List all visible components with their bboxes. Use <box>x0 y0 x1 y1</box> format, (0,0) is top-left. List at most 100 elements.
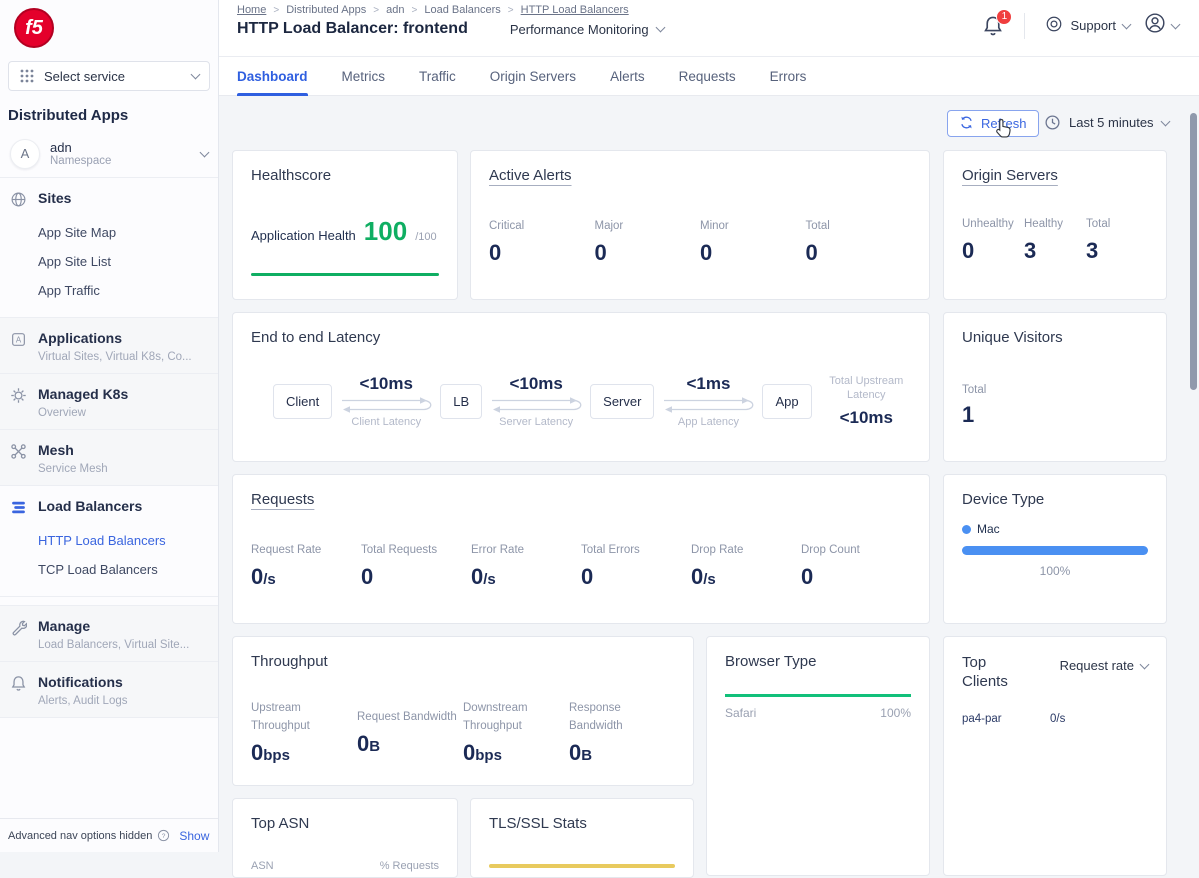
top-clients-sort-dropdown[interactable]: Request rate <box>1060 658 1148 673</box>
requests-link[interactable]: Requests <box>251 491 911 508</box>
active-alerts-link[interactable]: Active Alerts <box>489 167 911 184</box>
tab-traffic[interactable]: Traffic <box>419 57 456 95</box>
breadcrumb-distributed-apps[interactable]: Distributed Apps <box>286 4 366 16</box>
breadcrumb: Home > Distributed Apps > adn > Load Bal… <box>237 4 629 16</box>
breadcrumb-home[interactable]: Home <box>237 4 266 16</box>
nav-sublabel: Alerts, Audit Logs <box>38 695 128 707</box>
throughput-card: Throughput Upstream Throughput 0bps Requ… <box>232 636 694 786</box>
nav-label: Managed K8s <box>38 386 128 402</box>
device-type-percent: 100% <box>962 564 1148 578</box>
tls-ssl-stats-card: TLS/SSL Stats <box>470 798 694 878</box>
stat-total: Total 0 <box>806 220 912 266</box>
nav-group-load-balancers: Load Balancers HTTP Load Balancers TCP L… <box>0 486 218 597</box>
tab-origin-servers[interactable]: Origin Servers <box>490 57 576 95</box>
breadcrumb-http-load-balancers[interactable]: HTTP Load Balancers <box>521 4 629 16</box>
sidebar-item-tcp-load-balancers[interactable]: TCP Load Balancers <box>38 555 210 584</box>
stat-total-requests: Total Requests 0 <box>361 544 471 590</box>
divider <box>1024 13 1025 39</box>
top-asn-card: Top ASN ASN % Requests <box>232 798 458 878</box>
healthscore-card: Healthscore Application Health 100 /100 <box>232 150 458 300</box>
nav-label: Applications <box>38 330 122 346</box>
latency-node-server: Server <box>590 384 654 419</box>
sidebar-item-managed-k8s[interactable]: Managed K8s Overview <box>10 386 210 419</box>
unique-visitors-value: 1 <box>962 402 1148 428</box>
notification-badge: 1 <box>996 9 1012 25</box>
sidebar-item-manage[interactable]: Manage Load Balancers, Virtual Site... <box>10 618 210 651</box>
svg-text:?: ? <box>162 833 166 840</box>
support-menu[interactable]: Support <box>1045 15 1130 36</box>
stat-downstream-throughput: Downstream Throughput 0bps <box>463 698 569 766</box>
refresh-button[interactable]: Refresh <box>947 110 1039 137</box>
stat-minor: Minor 0 <box>700 220 806 266</box>
nav-sublabel: Load Balancers, Virtual Site... <box>38 639 189 651</box>
top-clients-row: pa4-par 0/s <box>962 713 1148 725</box>
sidebar-item-notifications[interactable]: Notifications Alerts, Audit Logs <box>10 674 210 707</box>
tab-requests[interactable]: Requests <box>679 57 736 95</box>
stat-healthy: Healthy 3 <box>1024 218 1086 264</box>
sidebar: f5 Select service Distributed Apps A adn… <box>0 0 219 852</box>
tab-alerts[interactable]: Alerts <box>610 57 645 95</box>
latency-hop-server: <10ms Server Latency <box>482 374 590 428</box>
stat-major: Major 0 <box>595 220 701 266</box>
sidebar-item-app-site-map[interactable]: App Site Map <box>38 218 210 247</box>
nav-group-manage: Manage Load Balancers, Virtual Site... <box>0 605 218 662</box>
time-range-selector[interactable]: Last 5 minutes <box>1044 114 1169 131</box>
user-avatar-icon <box>1144 12 1166 39</box>
origin-servers-link[interactable]: Origin Servers <box>962 167 1148 184</box>
latency-hop-app: <1ms App Latency <box>654 374 762 428</box>
f5-logo: f5 <box>14 8 54 48</box>
namespace-type: Namespace <box>50 155 111 167</box>
legend-dot-mac <box>962 525 971 534</box>
breadcrumb-load-balancers[interactable]: Load Balancers <box>424 4 500 16</box>
help-circle-icon: ? <box>157 829 170 842</box>
nav-group-notifications: Notifications Alerts, Audit Logs <box>0 662 218 718</box>
sidebar-item-sites[interactable]: Sites <box>10 190 210 208</box>
total-upstream-latency: Total Upstream Latency <10ms <box>822 374 911 428</box>
sidebar-item-http-load-balancers[interactable]: HTTP Load Balancers <box>38 526 210 555</box>
vertical-scrollbar[interactable] <box>1190 113 1197 390</box>
namespace-selector[interactable]: A adn Namespace <box>0 130 218 178</box>
nav-group-applications: A Applications Virtual Sites, Virtual K8… <box>0 318 218 374</box>
browser-type-bar-safari <box>725 694 911 697</box>
mouse-cursor <box>995 118 1014 139</box>
sidebar-item-mesh[interactable]: Mesh Service Mesh <box>10 442 210 475</box>
device-type-card: Device Type Mac 100% <box>943 474 1167 624</box>
dashboard-content: Refresh Last 5 minutes Healthscore Appli… <box>219 96 1199 852</box>
account-menu[interactable] <box>1144 12 1179 39</box>
stat-error-rate: Error Rate 0/s <box>471 544 581 590</box>
tab-dashboard[interactable]: Dashboard <box>237 57 308 95</box>
stat-upstream-throughput: Upstream Throughput 0bps <box>251 698 357 766</box>
lifebuoy-icon <box>1045 15 1063 36</box>
wrench-icon <box>10 619 27 636</box>
sidebar-item-applications[interactable]: A Applications Virtual Sites, Virtual K8… <box>10 330 210 363</box>
mesh-icon <box>10 443 27 460</box>
namespace-avatar: A <box>10 139 40 169</box>
sidebar-item-app-site-list[interactable]: App Site List <box>38 247 210 276</box>
select-service-dropdown[interactable]: Select service <box>8 61 210 91</box>
nav-label: Load Balancers <box>38 498 142 514</box>
healthscore-value: 100 <box>364 216 407 247</box>
stat-drop-count: Drop Count 0 <box>801 544 911 590</box>
top-header: Home > Distributed Apps > adn > Load Bal… <box>219 0 1199 57</box>
nav-label: Mesh <box>38 442 74 458</box>
nav-group-sites: Sites App Site Map App Site List App Tra… <box>0 178 218 318</box>
breadcrumb-adn[interactable]: adn <box>386 4 404 16</box>
bell-icon <box>10 675 27 692</box>
requests-card: Requests Request Rate 0/s Total Requests… <box>232 474 930 624</box>
stat-critical: Critical 0 <box>489 220 595 266</box>
monitoring-selector[interactable]: Performance Monitoring <box>510 22 664 37</box>
clock-icon <box>1044 114 1061 131</box>
applications-icon: A <box>10 331 27 348</box>
tab-metrics[interactable]: Metrics <box>342 57 386 95</box>
client-name: pa4-par <box>962 713 1050 725</box>
show-advanced-nav-link[interactable]: Show <box>179 829 209 843</box>
sidebar-item-app-traffic[interactable]: App Traffic <box>38 276 210 305</box>
requests-column-label: % Requests <box>380 860 439 872</box>
nav-sublabel: Service Mesh <box>38 463 108 475</box>
load-balancer-icon <box>10 499 27 516</box>
monitoring-label: Performance Monitoring <box>510 22 649 37</box>
notifications-bell-button[interactable]: 1 <box>982 15 1004 37</box>
sidebar-item-load-balancers[interactable]: Load Balancers <box>10 498 210 516</box>
application-health-label: Application Health <box>251 228 356 243</box>
tab-errors[interactable]: Errors <box>770 57 807 95</box>
